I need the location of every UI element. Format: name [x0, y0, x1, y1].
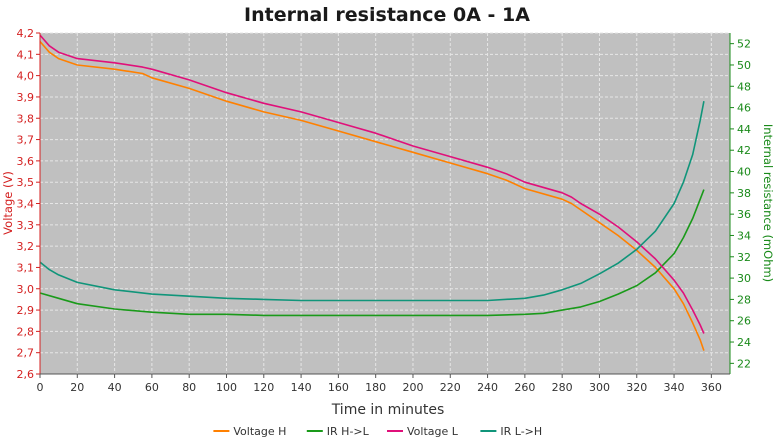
right-tick-label: 40	[737, 166, 751, 179]
x-tick-label: 40	[108, 381, 122, 394]
x-tick-label: 360	[701, 381, 722, 394]
x-tick-label: 300	[589, 381, 610, 394]
right-tick-label: 42	[737, 144, 751, 157]
left-tick-label: 4,2	[17, 27, 35, 40]
left-tick-label: 2,8	[17, 325, 35, 338]
right-tick-label: 26	[737, 315, 751, 328]
series-line-3	[39, 34, 705, 334]
x-tick-label: 100	[216, 381, 237, 394]
left-tick-label: 3,2	[17, 240, 35, 253]
legend-label-3: Voltage L	[407, 425, 459, 438]
right-tick-label: 50	[737, 59, 751, 72]
left-tick-label: 4,0	[17, 70, 35, 83]
legend-label-2: IR H->L	[327, 425, 370, 438]
left-tick-label: 3,1	[17, 261, 35, 274]
series-line-2	[39, 189, 705, 317]
right-tick-label: 46	[737, 102, 751, 115]
right-tick-label: 38	[737, 187, 751, 200]
right-tick-label: 30	[737, 272, 751, 285]
right-tick-label: 48	[737, 80, 751, 93]
x-axis-title: Time in minutes	[331, 402, 445, 418]
x-tick-label: 320	[626, 381, 647, 394]
x-tick-label: 0	[37, 381, 44, 394]
right-tick-label: 34	[737, 229, 751, 242]
legend: Voltage H IR H->L Voltage L IR L->H	[213, 425, 542, 438]
series-line-4	[39, 101, 705, 302]
x-tick-label: 260	[514, 381, 535, 394]
right-tick-label: 44	[737, 123, 751, 136]
grid-lines	[39, 32, 730, 375]
left-tick-label: 3,6	[17, 155, 35, 168]
legend-label-4: IR L->H	[500, 425, 542, 438]
left-tick-label: 3,8	[17, 112, 35, 125]
left-tick-label: 3,3	[17, 219, 35, 232]
right-tick-label: 52	[737, 38, 751, 51]
x-tick-label: 80	[182, 381, 196, 394]
x-tick-label: 220	[440, 381, 461, 394]
left-tick-label: 3,5	[17, 176, 35, 189]
left-tick-label: 4,1	[17, 48, 35, 61]
x-tick-label: 340	[664, 381, 685, 394]
right-tick-label: 22	[737, 357, 751, 370]
x-tick-label: 140	[291, 381, 312, 394]
legend-label-1: Voltage H	[233, 425, 286, 438]
x-tick-label: 20	[70, 381, 84, 394]
axes: 0 20 40 60 80 100 120 140 160 180 200 220 240 260 280 3…	[17, 27, 752, 394]
x-tick-label: 120	[253, 381, 274, 394]
left-tick-label: 2,7	[17, 347, 35, 360]
series-layer	[39, 34, 705, 351]
left-tick-label: 2,6	[17, 368, 35, 381]
right-tick-label: 28	[737, 293, 751, 306]
x-tick-label: 160	[328, 381, 349, 394]
series-line-1	[39, 40, 705, 351]
x-tick-label: 280	[552, 381, 573, 394]
x-tick-label: 60	[145, 381, 159, 394]
right-axis-title: Internal resistance (mOhm)	[761, 124, 774, 282]
right-tick-label: 24	[737, 336, 751, 349]
left-tick-label: 3,9	[17, 91, 35, 104]
right-tick-label: 32	[737, 251, 751, 264]
chart-title: Internal resistance 0A - 1A	[244, 4, 530, 26]
left-axis-title: Voltage (V)	[1, 171, 15, 235]
left-tick-label: 3,4	[17, 198, 35, 211]
x-tick-label: 180	[365, 381, 386, 394]
left-tick-label: 2,9	[17, 304, 35, 317]
left-tick-label: 3,0	[17, 283, 35, 296]
left-tick-label: 3,7	[17, 134, 35, 147]
right-tick-label: 36	[737, 208, 751, 221]
x-tick-label: 200	[402, 381, 423, 394]
x-tick-label: 240	[477, 381, 498, 394]
